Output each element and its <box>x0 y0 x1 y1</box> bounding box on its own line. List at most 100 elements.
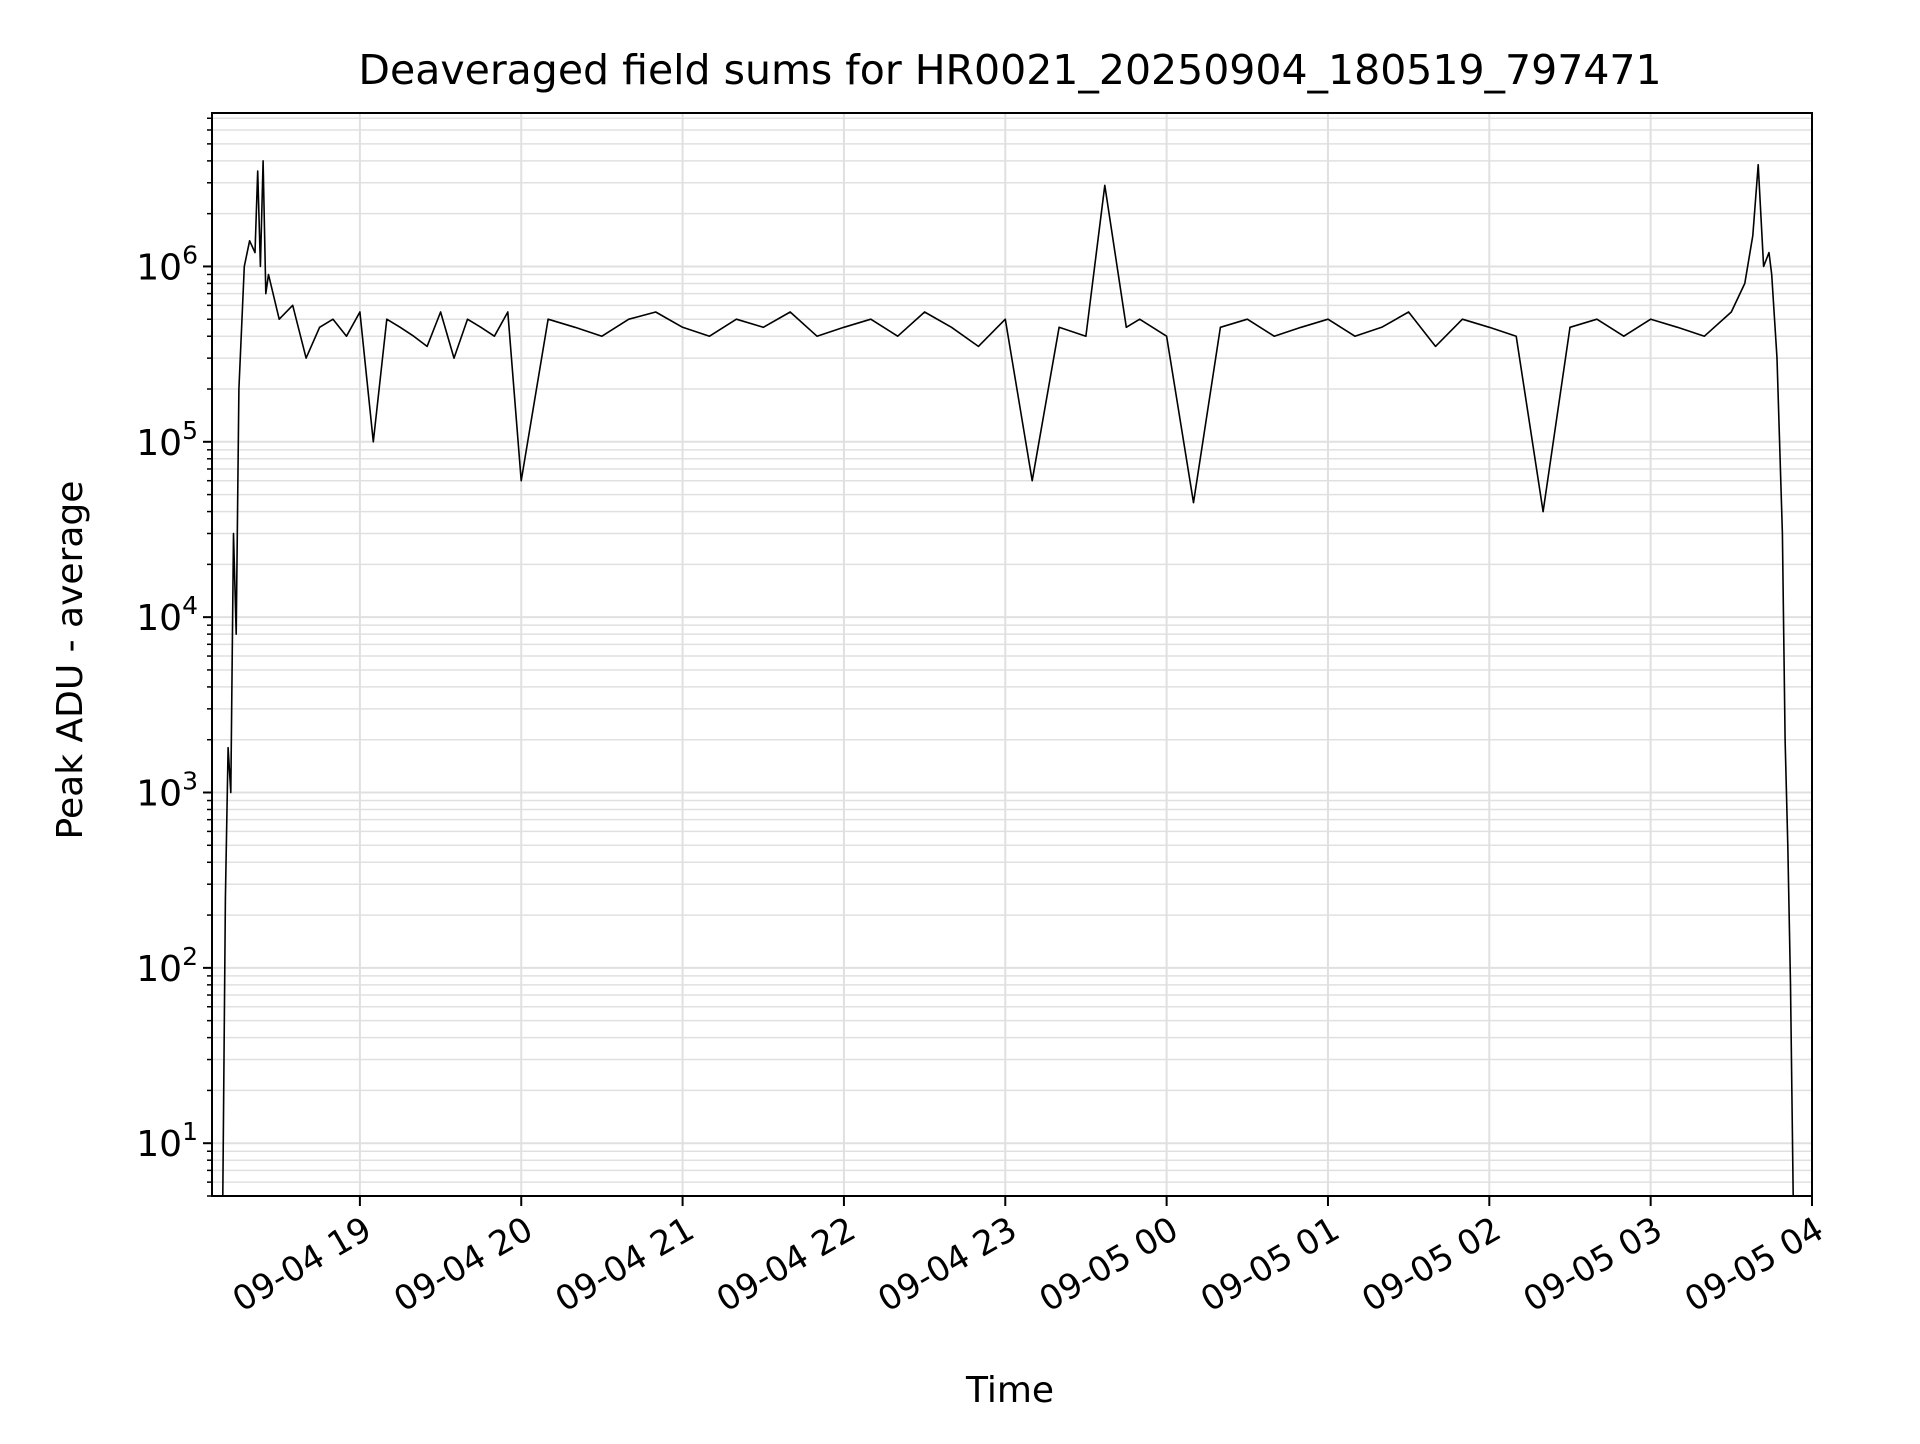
data-point <box>1408 311 1410 313</box>
x-tick-label: 09-04 22 <box>710 1209 862 1320</box>
y-axis-label: Peak ADU - average <box>50 481 91 840</box>
data-point <box>1542 510 1544 513</box>
data-point <box>372 441 374 443</box>
data-point <box>493 335 495 337</box>
data-point <box>1273 335 1275 337</box>
x-axis-ticks: 09-04 19 09-04 20 09-04 21 09-04 22 09-04 23… <box>226 1196 1831 1320</box>
data-point <box>345 335 348 337</box>
data-point <box>950 326 953 328</box>
data-point <box>1771 273 1773 276</box>
data-point <box>426 345 428 347</box>
data-point <box>655 311 657 313</box>
data-point <box>1031 480 1033 482</box>
x-tick-label: 09-04 23 <box>871 1209 1023 1320</box>
y-tick-label: 102 <box>136 942 198 990</box>
data-point <box>1300 326 1302 328</box>
data-point <box>1650 318 1652 320</box>
data-point <box>816 335 818 337</box>
data-point <box>480 326 482 328</box>
data-point <box>1623 335 1625 337</box>
data-point <box>1781 532 1784 535</box>
data-point <box>332 318 334 320</box>
data-point <box>238 388 240 390</box>
y-tick-label: 103 <box>136 767 198 815</box>
data-point <box>413 335 415 337</box>
data-point <box>1776 357 1778 359</box>
data-point <box>1730 311 1732 313</box>
data-point <box>1762 265 1765 268</box>
data-point <box>257 170 259 172</box>
data-point <box>1676 326 1679 328</box>
data-point <box>1192 502 1195 504</box>
data-point <box>1569 326 1571 328</box>
data-point <box>265 293 267 295</box>
data-point <box>1434 345 1437 347</box>
data-point <box>1784 739 1786 741</box>
data-point <box>292 304 294 306</box>
x-tick-label: 09-05 03 <box>1517 1209 1669 1320</box>
data-point <box>1752 234 1754 237</box>
y-tick-label: 105 <box>136 416 198 464</box>
data-point <box>1488 326 1490 328</box>
data-point <box>1166 335 1168 337</box>
y-tick-label: 104 <box>136 591 198 639</box>
data-point <box>439 311 442 313</box>
data-point <box>1004 318 1006 320</box>
data-point <box>235 633 237 635</box>
data-point <box>278 318 280 320</box>
data-point <box>1596 318 1598 320</box>
data-point <box>230 791 232 794</box>
data-point <box>1058 326 1060 328</box>
data-series-line <box>222 160 1794 1197</box>
data-point <box>1219 326 1222 328</box>
chart-title: Deaveraged field sums for HR0021_2025090… <box>358 46 1661 94</box>
data-point <box>924 311 926 313</box>
data-point <box>520 480 522 482</box>
data-point <box>1703 335 1706 337</box>
data-point <box>1789 984 1792 986</box>
x-tick-label: 09-05 01 <box>1194 1209 1346 1320</box>
data-point <box>232 532 235 535</box>
data-point <box>1085 335 1087 337</box>
data-point <box>1515 335 1517 337</box>
data-point <box>1327 318 1329 320</box>
data-point <box>227 747 229 749</box>
data-point <box>789 311 791 313</box>
data-point <box>870 318 872 320</box>
data-point <box>243 265 245 268</box>
data-point <box>305 357 307 359</box>
data-point <box>1246 318 1248 320</box>
data-point <box>735 318 737 320</box>
data-point <box>507 311 509 313</box>
data-point <box>1354 335 1356 337</box>
data-point <box>1757 164 1759 166</box>
data-point <box>547 318 549 320</box>
data-point <box>267 273 270 276</box>
x-tick-label: 09-04 19 <box>226 1209 378 1320</box>
data-point <box>318 326 321 328</box>
data-point <box>1461 318 1464 320</box>
data-point <box>399 326 401 328</box>
plot-frame <box>211 112 1813 1197</box>
data-point <box>843 326 845 328</box>
data-point <box>601 335 603 337</box>
x-tick-label: 09-05 00 <box>1033 1209 1185 1320</box>
x-tick-label: 09-05 02 <box>1355 1209 1507 1320</box>
data-point <box>453 357 455 359</box>
x-tick-label: 09-04 20 <box>387 1209 539 1320</box>
data-point <box>359 311 361 313</box>
x-tick-label: 09-04 21 <box>549 1209 701 1320</box>
y-axis-ticks: 101 102 103 104 105 106 <box>136 117 212 1197</box>
data-point <box>574 326 576 328</box>
data-point <box>249 240 251 242</box>
data-point <box>1139 318 1141 320</box>
data-point <box>262 160 264 162</box>
data-point <box>224 897 227 899</box>
series-layer <box>222 160 1794 1197</box>
data-point <box>259 265 262 268</box>
data-point <box>1125 326 1127 328</box>
data-point <box>681 326 684 328</box>
data-point <box>1744 282 1746 285</box>
data-point <box>977 345 979 347</box>
